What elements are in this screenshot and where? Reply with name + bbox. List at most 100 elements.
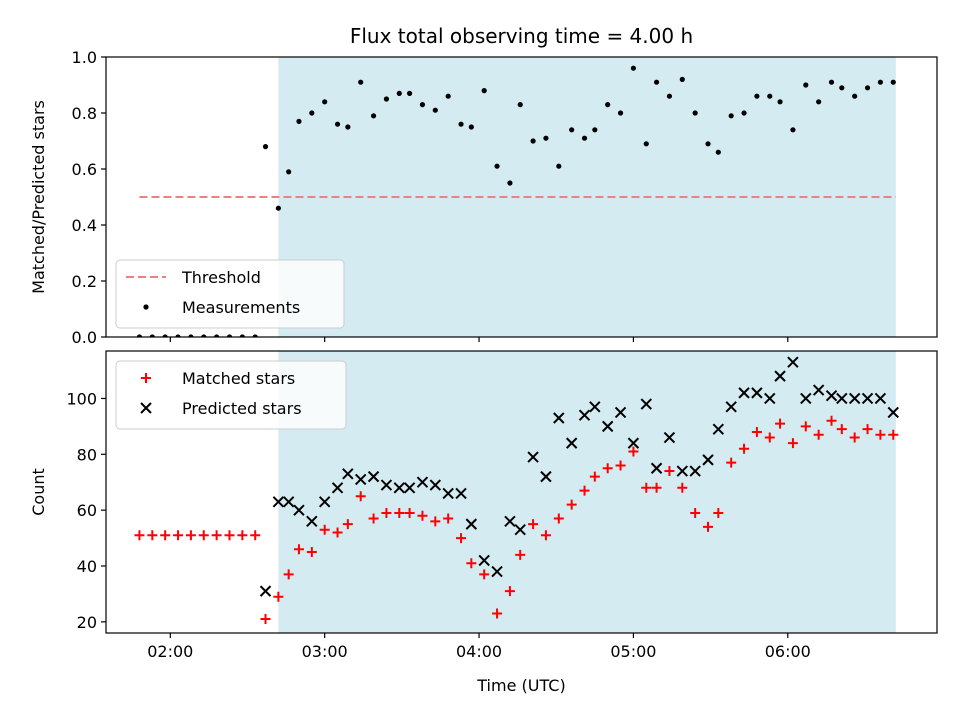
matched-star-point [250, 530, 261, 541]
measurement-point [543, 135, 549, 141]
predicted-star-point [725, 401, 737, 413]
predicted-star-point [650, 462, 663, 474]
measurement-point [630, 65, 637, 71]
y-tick-label: 0.2 [72, 272, 97, 291]
measurement-point [890, 79, 896, 85]
predicted-star-point [465, 518, 478, 530]
measurement-point [239, 334, 245, 337]
measurement-point [445, 93, 451, 99]
predicted-star-point [676, 465, 689, 477]
measurement-point [728, 113, 734, 119]
measurement-point [877, 79, 883, 85]
matched-star-point [224, 530, 235, 541]
matched-star-point [800, 421, 811, 432]
measurement-point [705, 141, 711, 147]
predicted-star-point [259, 585, 272, 597]
predicted-star-point [282, 496, 295, 508]
measurement-point [419, 102, 426, 108]
matched-star-point [775, 418, 786, 429]
predicted-star-point [787, 356, 799, 368]
matched-star-point [293, 544, 304, 555]
measurement-point [569, 127, 575, 133]
predicted-star-point [712, 423, 725, 435]
matched-star-point [417, 510, 428, 521]
predicted-star-point [614, 406, 627, 419]
predicted-star-point [764, 392, 776, 405]
measurement-point [715, 149, 721, 155]
matched-star-point [849, 432, 860, 443]
predicted-star-point [689, 465, 701, 477]
predicted-star-point [514, 523, 526, 536]
measurement-point [617, 110, 624, 116]
measurement-point [666, 93, 673, 99]
measurement-point [556, 163, 562, 169]
matched-star-point [332, 527, 343, 538]
matched-star-point [836, 424, 847, 435]
measurement-point [790, 127, 796, 133]
predicted-star-point [540, 470, 552, 483]
matched-star-point [739, 443, 750, 454]
predicted-star-point [429, 479, 442, 491]
matched-star-point [430, 516, 441, 527]
matched-star-point [515, 549, 526, 560]
measurement-point [828, 79, 835, 85]
matched-star-point [875, 429, 886, 440]
measurement-point [383, 96, 390, 102]
matched-star-point [579, 485, 590, 496]
matched-star-point [553, 513, 564, 524]
measurement-point [517, 102, 523, 108]
matched-star-point [211, 530, 222, 541]
measurement-point [175, 334, 181, 337]
measurement-point [296, 118, 302, 124]
series-group [136, 65, 896, 337]
panel-measurements: 0.0 0.2 0.4 0.6 0.8 1.0 Matched/Predicted star… [29, 48, 938, 347]
measurement-point [767, 93, 773, 99]
predicted-star-point [331, 482, 344, 494]
measurement-point [309, 110, 315, 116]
y-axis-label: Count [29, 468, 48, 516]
matched-star-point [690, 507, 701, 518]
plot-frame [105, 350, 938, 634]
y-tick-label: 0.8 [72, 104, 97, 123]
legend-label: Predicted stars [182, 399, 302, 418]
measurement-point [136, 334, 143, 337]
measurement-point [149, 334, 155, 337]
matched-star-point [602, 463, 613, 474]
predicted-star-point [848, 392, 861, 405]
matched-star-point [173, 530, 184, 541]
predicted-star-point [393, 482, 406, 494]
y-tick-label: 20 [77, 613, 97, 632]
matched-star-point [677, 482, 688, 493]
measurement-point [864, 85, 871, 91]
measurement-point [803, 82, 809, 88]
matched-star-point [456, 533, 467, 544]
measurement-point [643, 141, 649, 147]
measurement-point [653, 79, 660, 85]
predicted-star-point [342, 468, 354, 480]
measurement-point [334, 121, 341, 127]
legend-box [115, 360, 347, 430]
matched-star-point [394, 507, 405, 518]
y-tick-label: 0.6 [72, 160, 97, 179]
predicted-star-point [663, 431, 676, 444]
y-tick-label: 40 [77, 557, 97, 576]
measurement-point [188, 334, 194, 337]
predicted-star-point [640, 398, 652, 410]
predicted-star-point [874, 392, 887, 405]
matched-star-point [641, 482, 652, 493]
matched-star-point [726, 457, 737, 468]
measurement-point [275, 205, 281, 211]
matched-star-point [566, 499, 577, 510]
chart-title: Flux total observing time = 4.00 h [350, 24, 693, 48]
matched-star-point [283, 569, 294, 580]
measurement-point [581, 135, 588, 141]
matched-star-point [813, 429, 824, 440]
predicted-star-point [455, 487, 467, 500]
matched-star-point [160, 530, 171, 541]
predicted-star-point [504, 515, 516, 528]
predicted-star-point [491, 565, 503, 578]
predicted-star-point [565, 437, 578, 449]
y-tick-label: 60 [77, 501, 97, 520]
measurement-point [468, 124, 474, 130]
matched-star-point [306, 547, 317, 558]
